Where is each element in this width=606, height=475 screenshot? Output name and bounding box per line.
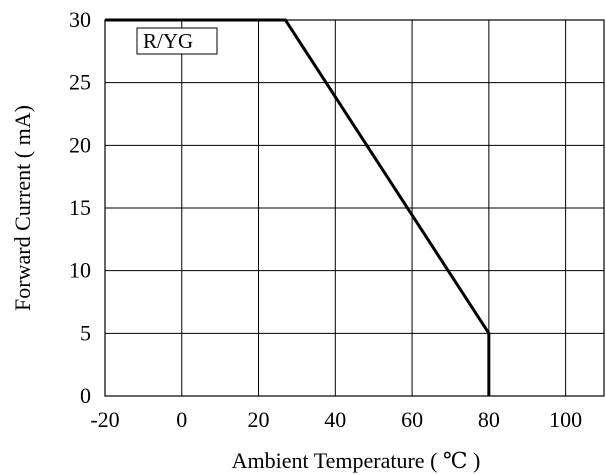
series-group (105, 18, 491, 396)
y-tick-label: 20 (69, 132, 91, 157)
y-tick-label: 30 (69, 7, 91, 32)
x-tick-label: -20 (90, 407, 119, 432)
x-tick-label: 40 (324, 407, 346, 432)
y-axis-label: Forward Current ( mA) (10, 105, 35, 311)
x-tick-label: 60 (401, 407, 423, 432)
x-tick-label: 100 (549, 407, 582, 432)
legend-label: R/YG (143, 29, 193, 53)
y-tick-label: 5 (80, 320, 91, 345)
x-axis-label: Ambient Temperature ( ℃ ) (232, 448, 481, 473)
y-tick-label: 0 (80, 383, 91, 408)
legend-box (136, 27, 218, 55)
y-tick-labels: 0 5 10 15 20 25 30 (69, 7, 91, 408)
grid (104, 19, 605, 397)
legend: R/YG (136, 27, 218, 55)
x-tick-label: 80 (478, 407, 500, 432)
x-tick-label: 20 (248, 407, 270, 432)
y-tick-label: 15 (69, 195, 91, 220)
y-tick-label: 10 (69, 258, 91, 283)
x-tick-labels: -20 0 20 40 60 80 100 (90, 407, 582, 432)
x-tick-label: 0 (176, 407, 187, 432)
series-line (105, 18, 491, 396)
plot-frame (104, 19, 605, 397)
y-tick-label: 25 (69, 70, 91, 95)
